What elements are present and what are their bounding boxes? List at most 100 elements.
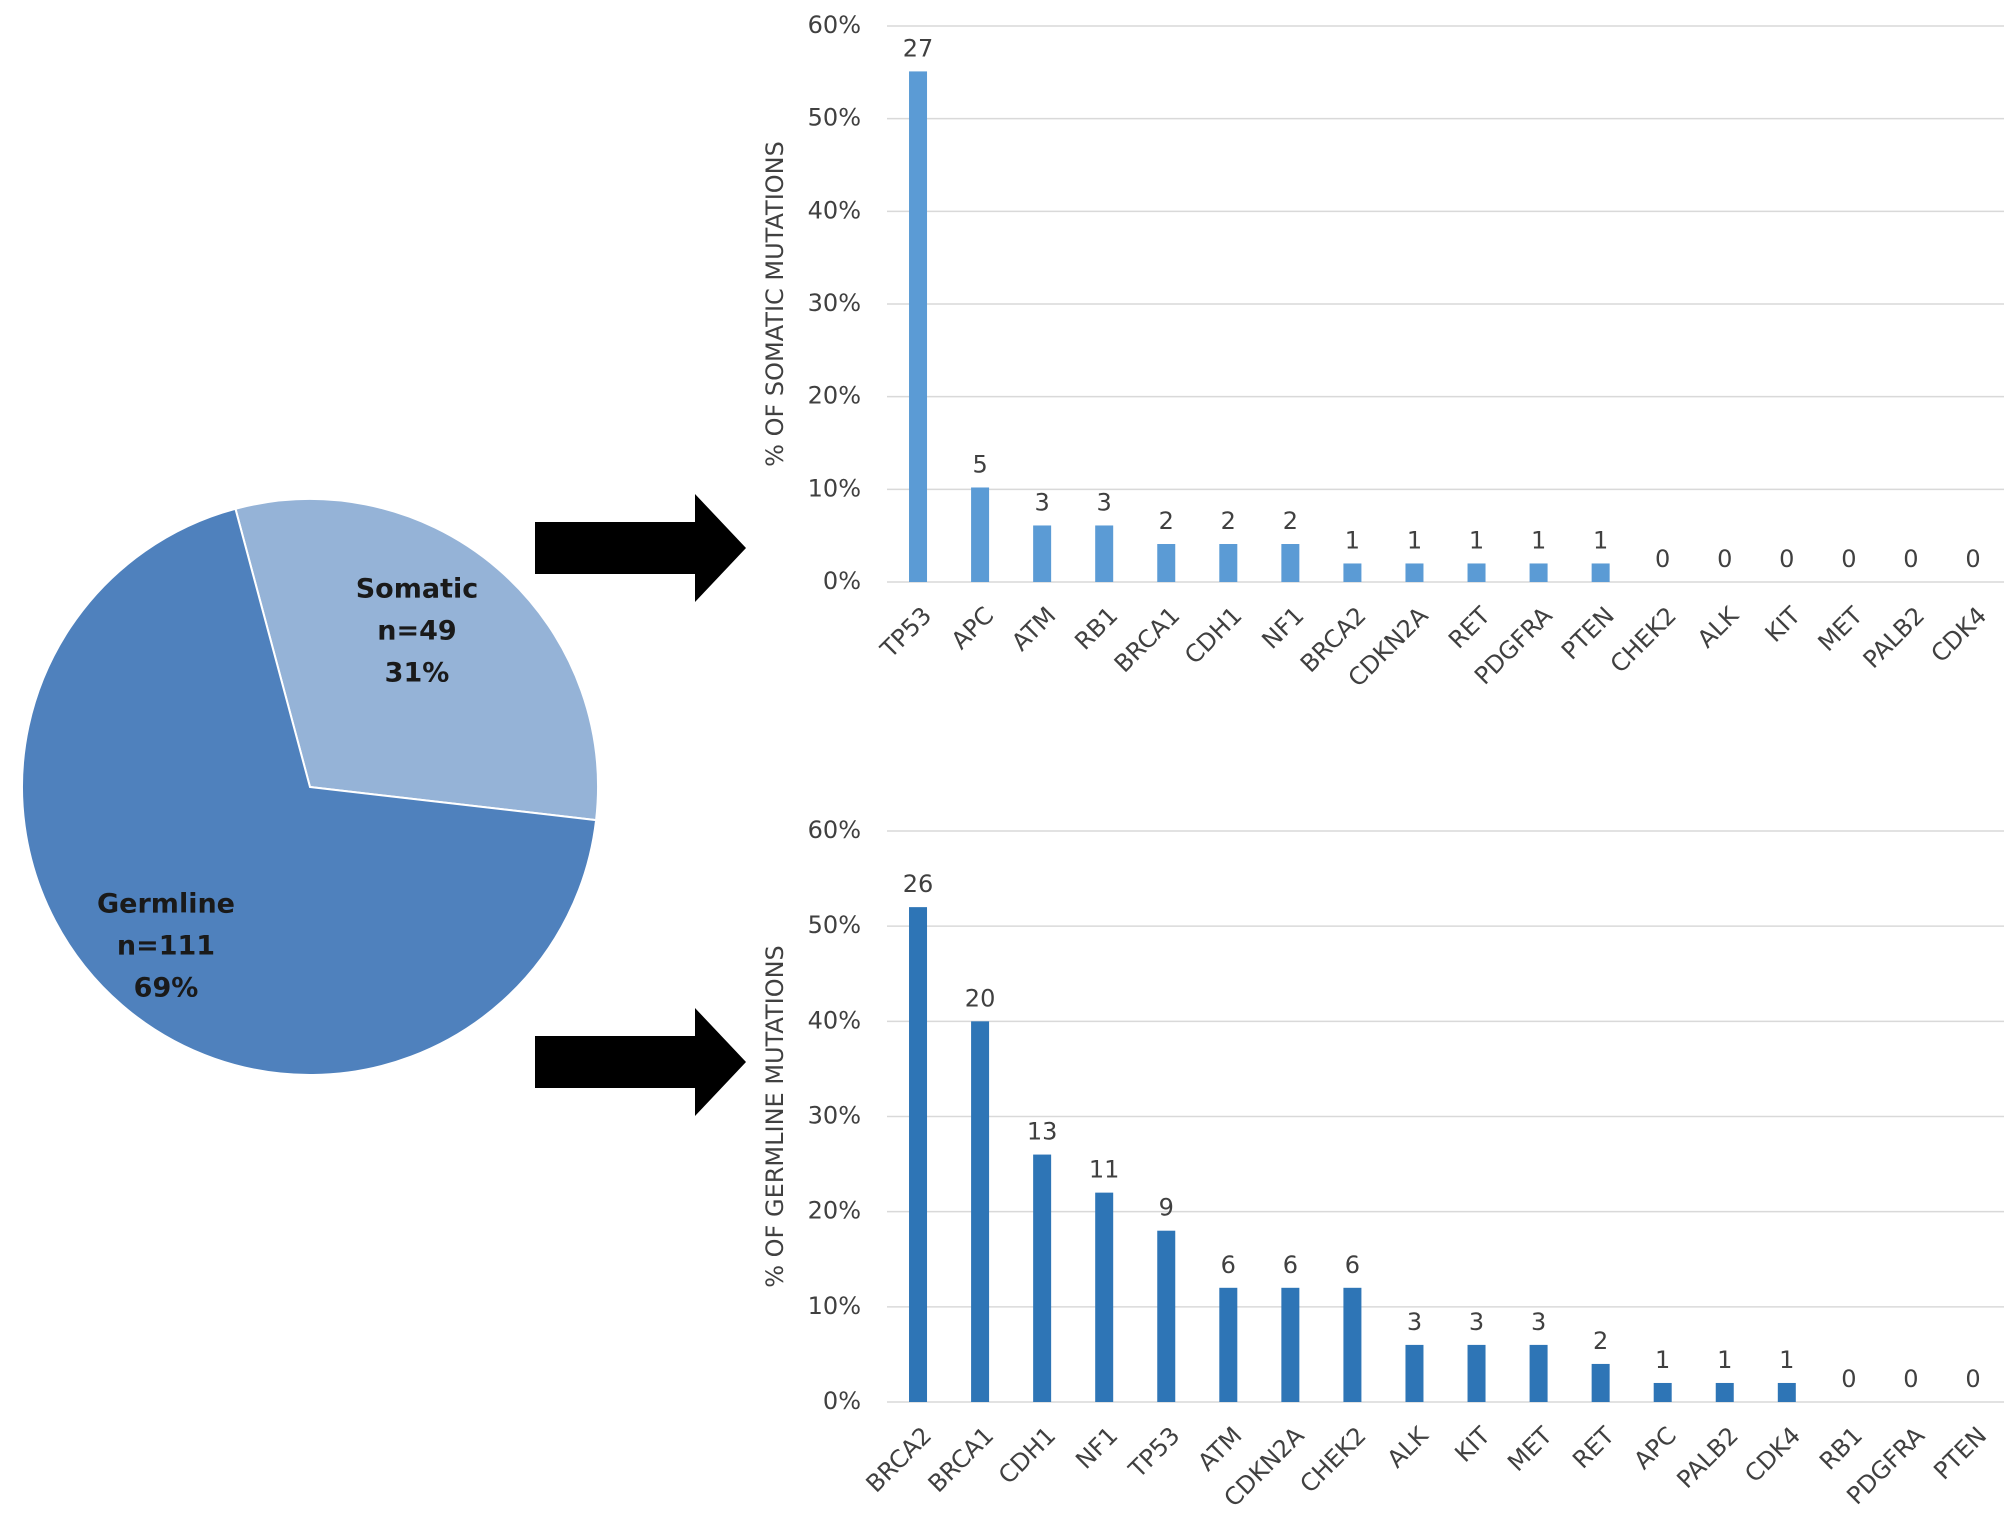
data-label: 9 — [1159, 1194, 1174, 1222]
bar — [1653, 1382, 1672, 1402]
y-tick-label: 40% — [808, 196, 861, 224]
y-axis-title: % OF SOMATIC MUTATIONS — [761, 141, 789, 467]
bar — [1281, 1287, 1300, 1402]
bar — [909, 907, 928, 1402]
x-tick-label: CDK4 — [1739, 1421, 1806, 1488]
data-label: 6 — [1283, 1251, 1298, 1279]
x-tick-label: MET — [1502, 1421, 1558, 1477]
data-label: 1 — [1469, 526, 1484, 554]
bar — [1157, 1230, 1176, 1402]
data-label: 0 — [1841, 1365, 1856, 1393]
bar — [1405, 563, 1424, 582]
x-tick-label: RB1 — [1814, 1421, 1868, 1475]
data-label: 0 — [1903, 545, 1918, 573]
bar — [1281, 544, 1300, 582]
x-tick-label: CDH1 — [993, 1421, 1061, 1489]
y-tick-label: 30% — [808, 289, 861, 317]
y-tick-label: 20% — [808, 382, 861, 410]
x-tick-label: NF1 — [1070, 1421, 1123, 1474]
x-tick-label: CHEK2 — [1295, 1421, 1372, 1498]
bar — [1095, 525, 1114, 582]
data-label: 20 — [965, 984, 996, 1012]
x-tick-label: BRCA1 — [923, 1421, 1000, 1498]
x-tick-label: NF1 — [1256, 601, 1309, 654]
x-tick-label: RET — [1567, 1421, 1620, 1474]
bar — [1033, 1154, 1052, 1402]
x-tick-label: CDK4 — [1926, 601, 1993, 668]
data-label: 2 — [1283, 507, 1298, 535]
bar — [1529, 563, 1548, 582]
data-label: 1 — [1779, 1346, 1794, 1374]
slice-count: n=111 — [117, 931, 215, 962]
data-label: 6 — [1221, 1251, 1236, 1279]
y-tick-label: 60% — [808, 816, 861, 844]
x-tick-label: KIT — [1760, 601, 1807, 648]
pie-slice — [21, 507, 598, 1076]
data-label: 1 — [1531, 526, 1546, 554]
data-label: 0 — [1779, 545, 1794, 573]
data-label: 1 — [1407, 526, 1422, 554]
x-tick-label: PALB2 — [1671, 1421, 1743, 1493]
x-tick-label: CHEK2 — [1605, 601, 1682, 678]
bar — [1591, 1363, 1610, 1402]
bar — [1591, 563, 1610, 582]
y-tick-label: 20% — [808, 1197, 861, 1225]
x-tick-label: KIT — [1449, 1421, 1496, 1468]
y-tick-label: 10% — [808, 474, 861, 502]
x-tick-label: TP53 — [875, 601, 938, 664]
data-label: 0 — [1965, 1365, 1980, 1393]
slice-name: Somatic — [356, 574, 479, 605]
data-label: 27 — [903, 34, 934, 62]
data-label: 13 — [1027, 1118, 1058, 1146]
data-label: 2 — [1593, 1327, 1608, 1355]
y-tick-label: 0% — [823, 567, 861, 595]
data-label: 3 — [1469, 1308, 1484, 1336]
bar — [1777, 1382, 1796, 1402]
y-tick-label: 50% — [808, 104, 861, 132]
data-label: 26 — [903, 870, 934, 898]
data-label: 3 — [1407, 1308, 1422, 1336]
x-tick-label: CDH1 — [1179, 601, 1247, 669]
x-tick-label: APC — [1628, 1421, 1681, 1474]
x-tick-label: ALK — [1692, 601, 1745, 654]
bar — [971, 487, 990, 582]
bar — [1343, 563, 1362, 582]
data-label: 1 — [1593, 526, 1608, 554]
data-label: 1 — [1655, 1346, 1670, 1374]
x-tick-label: APC — [946, 601, 999, 654]
y-tick-label: 60% — [808, 11, 861, 39]
bar — [1219, 1287, 1238, 1402]
bar — [1095, 1192, 1114, 1402]
arrow — [535, 1008, 746, 1116]
x-tick-label: ATM — [1192, 1421, 1247, 1476]
bar — [1529, 1344, 1548, 1402]
data-label: 6 — [1345, 1251, 1360, 1279]
bar — [1405, 1344, 1424, 1402]
y-axis-title: % OF GERMLINE MUTATIONS — [761, 945, 789, 1288]
y-tick-label: 40% — [808, 1006, 861, 1034]
x-tick-label: BRCA1 — [1109, 601, 1186, 678]
data-label: 3 — [1097, 488, 1112, 516]
bar — [1219, 544, 1238, 582]
x-tick-label: BRCA2 — [861, 1421, 938, 1498]
data-label: 11 — [1089, 1156, 1120, 1184]
data-label: 0 — [1841, 545, 1856, 573]
y-tick-label: 50% — [808, 911, 861, 939]
bar — [1715, 1382, 1734, 1402]
bar — [1157, 544, 1176, 582]
data-label: 0 — [1903, 1365, 1918, 1393]
data-label: 2 — [1221, 507, 1236, 535]
slice-percent: 31% — [385, 658, 450, 689]
x-tick-label: RB1 — [1069, 601, 1123, 655]
slice-count: n=49 — [377, 616, 456, 647]
slice-name: Germline — [97, 889, 235, 920]
y-tick-label: 0% — [823, 1387, 861, 1415]
bar — [1467, 563, 1486, 582]
bar — [971, 1021, 990, 1402]
data-label: 5 — [972, 450, 987, 478]
pie-slice — [234, 498, 599, 822]
y-tick-label: 30% — [808, 1102, 861, 1130]
bar — [1033, 525, 1052, 582]
x-tick-label: PALB2 — [1858, 601, 1930, 673]
